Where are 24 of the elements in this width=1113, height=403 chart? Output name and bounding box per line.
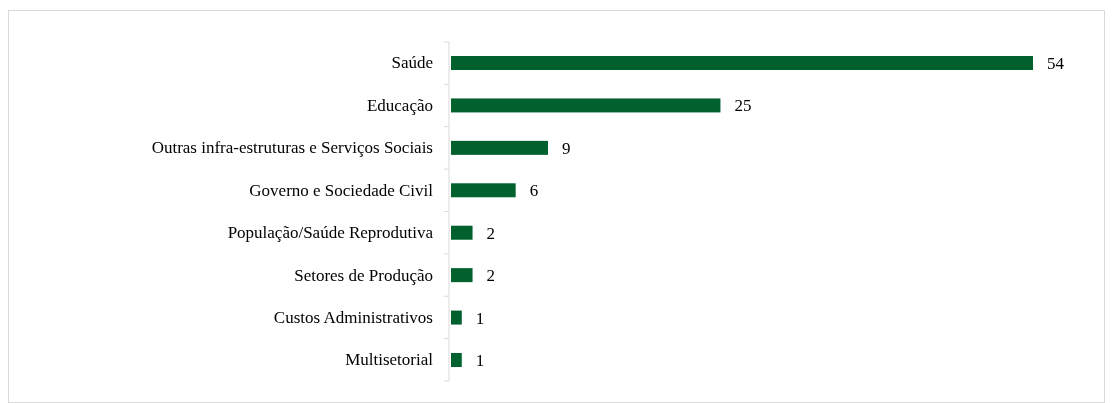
data-label: 1: [475, 350, 485, 370]
bar: [451, 310, 462, 325]
data-label: 1: [475, 308, 485, 328]
data-label: 54: [1047, 53, 1065, 73]
bar: [451, 140, 548, 155]
bar: [451, 56, 1033, 70]
y-tick-label: População/Saúde Reprodutiva: [227, 223, 434, 243]
y-tick-label: Setores de Produção: [294, 265, 433, 285]
bar: [451, 225, 473, 240]
data-label: 9: [562, 138, 571, 158]
bar: [451, 98, 721, 113]
y-tick-label: Educação: [366, 95, 433, 115]
y-tick-label: Custos Administrativos: [273, 308, 433, 328]
data-label: 2: [486, 223, 496, 243]
y-tick-label: Outras infra-estruturas e Serviços Sociais: [151, 138, 433, 158]
y-tick-label: Multisetorial: [345, 350, 434, 370]
bar: [451, 268, 473, 283]
y-tick-label: Saúde: [391, 53, 433, 73]
y-tick-label: Governo e Sociedade Civil: [249, 180, 434, 200]
data-label: 6: [529, 181, 539, 201]
data-label: 25: [734, 96, 752, 116]
data-label: 2: [486, 266, 496, 286]
bar: [451, 183, 516, 198]
bar: [451, 353, 462, 367]
